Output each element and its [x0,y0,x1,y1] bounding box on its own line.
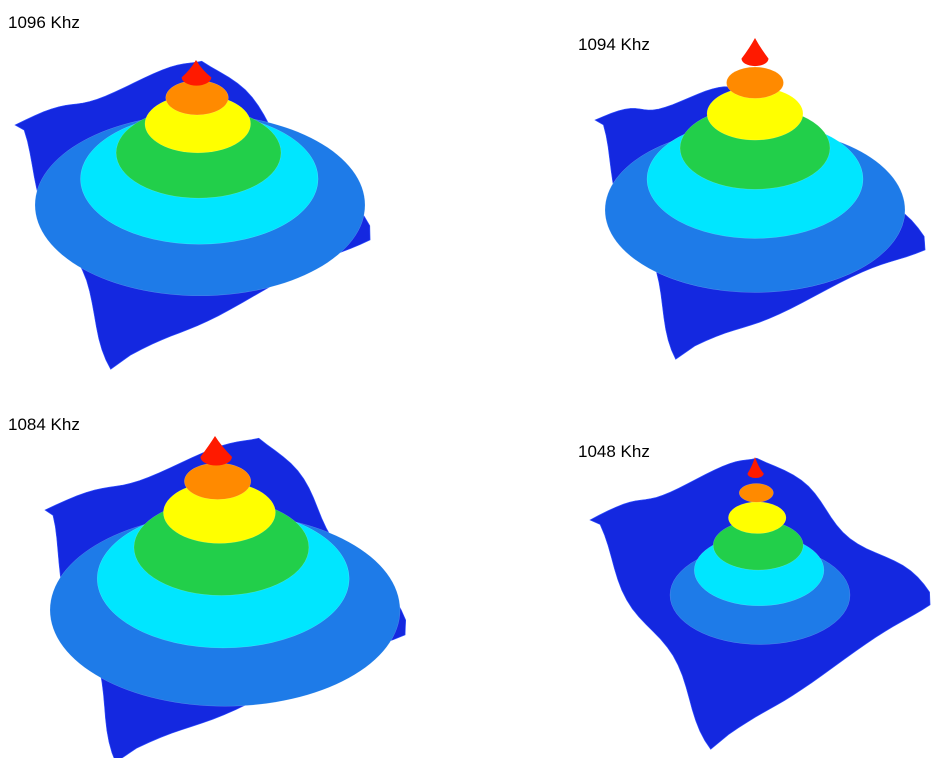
surface-band [728,502,786,534]
panel-label: 1084 Khz [8,415,80,434]
page: {"panels": [{"label": "1096 Khz"}, {"lab… [0,0,935,758]
panel-label: 1048 Khz [578,442,650,461]
surface-band [166,80,229,114]
surface-plot [590,457,930,749]
surface-plot [15,60,370,369]
panel-label: 1094 Khz [578,35,650,54]
surface-plot [45,436,406,758]
figure: 1096 Khz 1094 Khz 1084 Khz 1048 Khz [0,0,935,758]
surface-band [739,483,773,502]
surface-band [727,67,784,98]
surface-peak [742,38,769,66]
panel-label: 1096 Khz [8,13,80,32]
surface-plot [595,38,925,359]
surface-band [184,463,251,500]
